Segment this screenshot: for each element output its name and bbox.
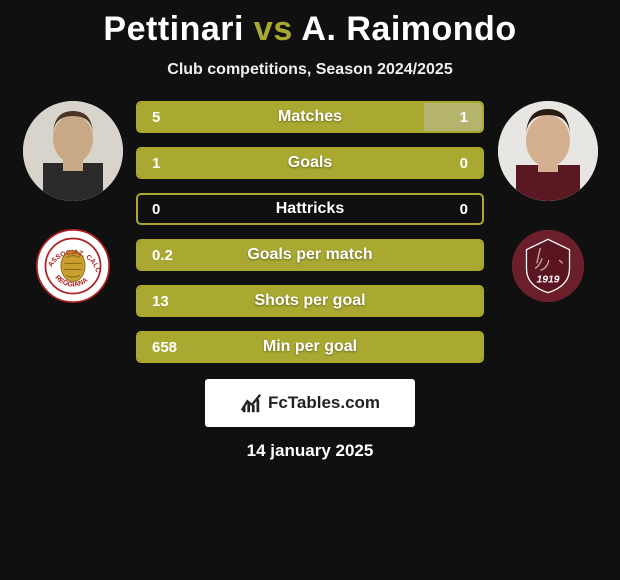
stat-value-left: 13: [152, 293, 169, 310]
player1-avatar: [23, 101, 123, 201]
person-icon: [498, 101, 598, 201]
player2-club-badge: 1919: [505, 223, 591, 309]
svg-text:1919: 1919: [536, 274, 559, 285]
stat-value-left: 0.2: [152, 247, 173, 264]
stat-value-left: 658: [152, 339, 177, 356]
stat-row: Goals per match0.2: [136, 239, 484, 271]
right-side: 1919: [490, 101, 605, 363]
stat-label: Matches: [138, 108, 482, 126]
stat-row: Shots per goal13: [136, 285, 484, 317]
vs-text: vs: [254, 10, 293, 48]
chart-icon: [240, 392, 262, 414]
stat-value-left: 5: [152, 109, 160, 126]
subtitle: Club competitions, Season 2024/2025: [167, 61, 452, 79]
brand-text: FcTables.com: [268, 393, 380, 413]
club-badge-icon: ASSOCIAZ. CALCIO REGGIANA: [36, 229, 110, 303]
stat-label: Shots per goal: [138, 292, 482, 310]
player2-avatar: [498, 101, 598, 201]
left-side: ASSOCIAZ. CALCIO REGGIANA: [15, 101, 130, 363]
stat-label: Hattricks: [138, 200, 482, 218]
stat-row: Min per goal658: [136, 331, 484, 363]
date-text: 14 january 2025: [247, 441, 374, 461]
comparison-title: Pettinari vs A. Raimondo: [103, 10, 516, 49]
stats-bars: Matches51Goals10Hattricks00Goals per mat…: [130, 101, 490, 363]
brand-box: FcTables.com: [205, 379, 415, 427]
content-area: ASSOCIAZ. CALCIO REGGIANA Matches51Goals…: [0, 101, 620, 363]
stat-row: Matches5 1: [136, 101, 484, 133]
stat-label: Goals: [138, 154, 482, 172]
stat-value-right: 0: [460, 201, 468, 218]
stat-value-right: 1: [460, 109, 468, 126]
player2-name: A. Raimondo: [301, 10, 516, 48]
player1-name: Pettinari: [103, 10, 244, 48]
stat-value-right: 0: [460, 155, 468, 172]
stat-label: Min per goal: [138, 338, 482, 356]
stat-label: Goals per match: [138, 246, 482, 264]
person-icon: [23, 101, 123, 201]
stat-row: Goals1 0: [136, 147, 484, 179]
stat-row: Hattricks0 0: [136, 193, 484, 225]
club-badge-icon: 1919: [511, 229, 585, 303]
stat-value-left: 0: [152, 201, 160, 218]
stat-value-left: 1: [152, 155, 160, 172]
player1-club-badge: ASSOCIAZ. CALCIO REGGIANA: [30, 223, 116, 309]
